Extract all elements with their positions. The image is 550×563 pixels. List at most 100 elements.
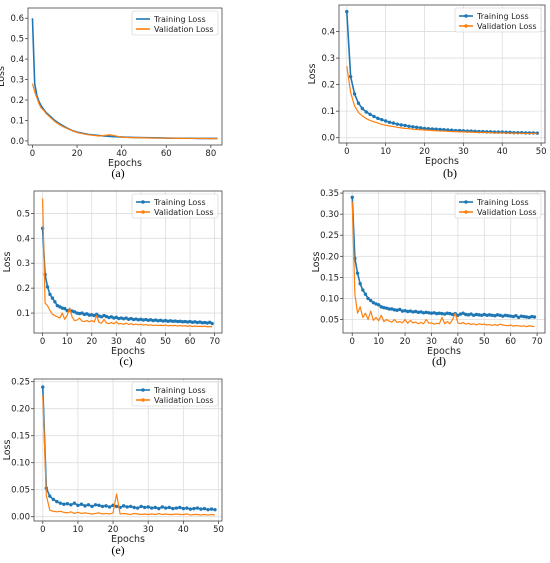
training-loss-point [171,319,175,323]
x-tick-label: 10 [62,337,73,347]
y-tick-label: 0.2 [16,284,30,294]
validation-loss-line [42,198,213,328]
training-loss-point [188,507,193,511]
training-loss-point [53,300,57,304]
x-tick-label: 40 [497,147,508,157]
training-loss-point [442,312,447,316]
legend-marker [464,24,468,28]
training-loss-point [527,315,531,320]
training-loss-point [94,312,99,317]
y-axis-label: Loss [307,64,318,85]
training-loss-point [50,296,55,300]
validation-loss-line [346,65,538,135]
legend-box [131,10,219,36]
training-loss-point [400,309,405,313]
y-tick-label: 0.5 [10,35,24,45]
x-tick-label: 10 [73,525,84,535]
training-loss-point [524,315,529,319]
training-loss-point [356,101,361,105]
training-loss-point [366,296,370,301]
training-loss-point [210,321,214,326]
x-tick-label: 0 [40,337,45,347]
training-loss-point [461,311,465,315]
training-loss-point [97,503,101,508]
y-tick-label: 0.3 [321,54,335,64]
y-tick-label: 0.2 [321,81,335,91]
training-loss-point [55,499,59,504]
x-tick-label: 10 [373,337,384,347]
y-tick-label: 0.25 [320,231,339,241]
training-loss-point [511,314,516,319]
x-tick-label: 30 [458,147,469,157]
training-loss-point [368,112,372,117]
y-tick-label: 0.20 [11,405,30,415]
y-tick-label: 0.15 [11,432,30,442]
training-loss-point [107,505,112,509]
chart-panel-a: 0 20 40 60 80 0.0 0.1 0.2 0.3 0.4 0.5 0.6 Epochs Loss… [0,0,240,185]
training-loss-point [65,502,70,506]
training-loss-point [498,313,502,318]
training-loss-point [63,306,67,311]
training-loss-point [139,504,143,509]
training-loss-point [181,506,186,511]
plot-frame [27,7,223,146]
caption-e: (e) [111,543,125,557]
y-tick-label: 0.1 [10,116,24,126]
training-loss-point [93,503,98,507]
training-loss-point [474,312,479,317]
loss-chart-c: 0 10 20 30 40 50 60 70 0.1 0.2 0.3 0.4 0.5 Epochs Loss… [2,190,223,357]
x-tick-label: 0 [344,147,349,157]
training-loss-point [416,310,420,315]
training-loss-point [390,307,394,311]
legend-validation-label: Validation Loss [477,22,537,31]
y-tick-label: 0.4 [321,28,335,38]
training-loss-point [532,315,537,319]
y-tick-label: 0.6 [10,14,24,24]
training-loss-point [135,506,140,510]
plot-frame [33,190,223,334]
training-loss-point [395,308,399,312]
training-loss-point [501,314,505,318]
training-loss-point [178,505,182,510]
y-tick-label: 0.4 [16,234,30,244]
loss-chart-a: 0 20 40 60 80 0.0 0.1 0.2 0.3 0.4 0.5 0.6 Epochs Loss… [0,7,223,169]
validation-loss-line [351,201,535,328]
training-loss-point [160,505,164,509]
training-loss-point [514,314,518,318]
x-tick-label: 0 [30,149,35,159]
x-tick-label: 20 [400,337,411,347]
training-loss-point [407,124,411,128]
training-loss-point [429,311,434,315]
training-loss-point [437,311,442,315]
training-loss-point [132,505,136,510]
training-loss-point [466,313,471,317]
training-loss-point [48,494,52,498]
training-loss-point [128,504,133,509]
training-loss-point [176,319,180,324]
training-loss-point [374,302,378,306]
legend-validation-label: Validation Loss [154,25,214,34]
training-loss-point [503,313,508,318]
training-loss-point [352,92,357,96]
training-loss-point [519,314,523,318]
legend-training-label: Training Loss [153,386,206,395]
training-loss-point [384,306,389,310]
legend-training-label: Training Loss [476,12,529,21]
training-loss-point [430,127,434,131]
training-loss-point [83,504,87,508]
chart-panel-b: 0 10 20 30 40 50 0.0 0.1 0.2 0.3 0.4 Epochs Loss Trai… [305,0,550,185]
training-loss-point [76,503,80,508]
legend-box [131,193,219,219]
training-loss-point [51,497,56,502]
y-tick-label: 0.35 [320,189,339,199]
y-axis-label: Loss [2,440,13,461]
x-tick-label: 70 [209,337,220,347]
training-loss-point [411,310,415,314]
validation-loss-line [42,395,216,516]
caption-b: (b) [443,166,457,180]
training-loss-point [150,506,154,510]
legend-training-label: Training Loss [476,198,529,207]
training-loss-point [522,314,526,319]
x-tick-label: 40 [116,149,127,159]
training-loss-point [487,313,492,317]
